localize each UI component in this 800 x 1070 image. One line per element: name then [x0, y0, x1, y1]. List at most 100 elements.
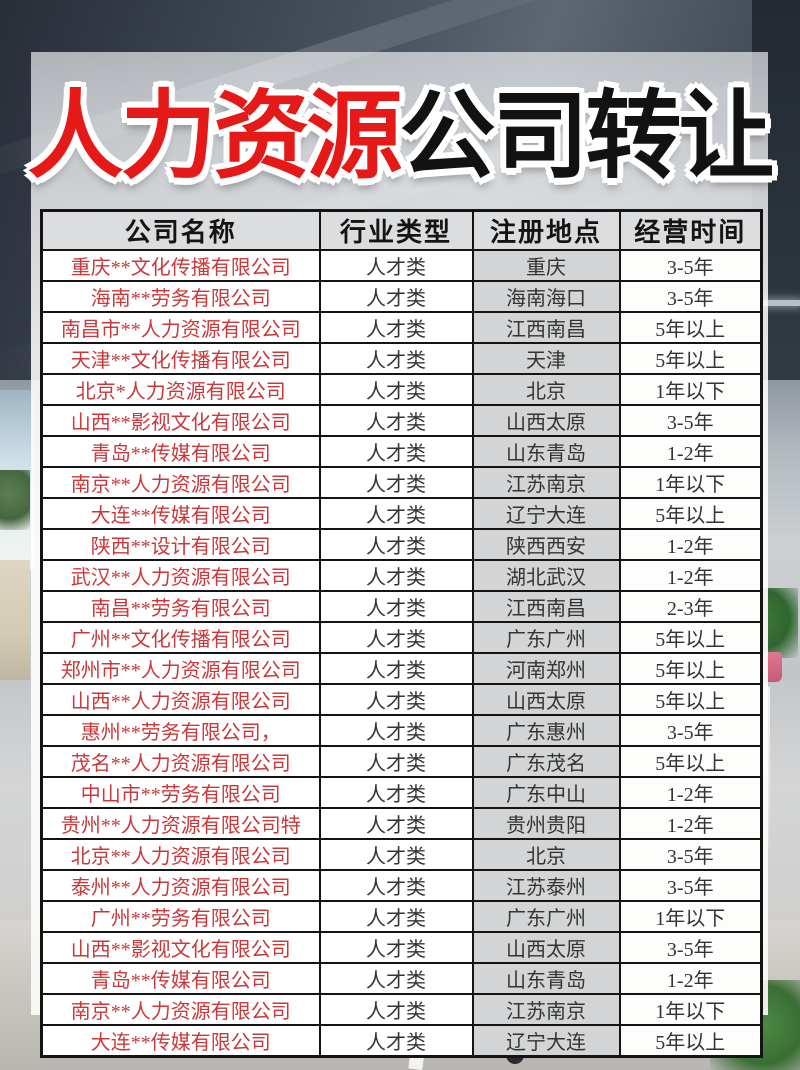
cell-company-name: 南京**人力资源有限公司 [40, 466, 321, 499]
cell-company-name: 中山市**劳务有限公司 [40, 776, 321, 809]
table-row: 南京**人力资源有限公司 人才类 江苏南京 1年以下 [40, 993, 763, 1026]
cell-industry-type: 人才类 [318, 559, 474, 592]
cabinet-shape [0, 560, 30, 680]
cell-industry-type: 人才类 [318, 652, 474, 685]
cell-company-name: 青岛**传媒有限公司 [40, 435, 321, 468]
table-row: 南京**人力资源有限公司 人才类 江苏南京 1年以下 [40, 466, 763, 499]
table-row: 青岛**传媒有限公司 人才类 山东青岛 1-2年 [40, 962, 763, 995]
cell-industry-type: 人才类 [318, 683, 474, 716]
cell-industry-type: 人才类 [318, 931, 474, 964]
table-row: 大连**传媒有限公司 人才类 辽宁大连 5年以上 [40, 497, 763, 530]
plant-decoration [0, 470, 30, 530]
cell-industry-type: 人才类 [318, 993, 474, 1026]
cell-duration: 5年以上 [618, 1024, 763, 1058]
cell-company-name: 山西**人力资源有限公司 [40, 683, 321, 716]
cell-duration: 3-5年 [618, 280, 763, 313]
cell-industry-type: 人才类 [318, 528, 474, 561]
cell-company-name: 广州**劳务有限公司 [40, 900, 321, 933]
cell-company-name: 重庆**文化传播有限公司 [40, 249, 321, 282]
cell-location: 江苏泰州 [471, 869, 621, 902]
table-row: 青岛**传媒有限公司 人才类 山东青岛 1-2年 [40, 435, 763, 468]
cell-company-name: 北京**人力资源有限公司 [40, 838, 321, 871]
cell-industry-type: 人才类 [318, 869, 474, 902]
cell-location: 江西南昌 [471, 311, 621, 344]
table-row: 惠州**劳务有限公司， 人才类 广东惠州 3-5年 [40, 714, 763, 747]
cell-duration: 5年以上 [618, 311, 763, 344]
cell-duration: 1年以下 [618, 993, 763, 1026]
table-row: 贵州**人力资源有限公司特 人才类 贵州贵阳 1-2年 [40, 807, 763, 840]
cell-company-name: 广州**文化传播有限公司 [40, 621, 321, 654]
table-row: 广州**文化传播有限公司 人才类 广东广州 5年以上 [40, 621, 763, 654]
cell-company-name: 陕西**设计有限公司 [40, 528, 321, 561]
table-row: 北京**人力资源有限公司 人才类 北京 3-5年 [40, 838, 763, 871]
cell-duration: 5年以上 [618, 621, 763, 654]
company-listing-table: 公司名称 行业类型 注册地点 经营时间 重庆**文化传播有限公司 人才类 重庆 3-5年 海南… [40, 209, 763, 1058]
table-row: 北京*人力资源有限公司 人才类 北京 1年以下 [40, 373, 763, 406]
cell-industry-type: 人才类 [318, 404, 474, 437]
cell-company-name: 青岛**传媒有限公司 [40, 962, 321, 995]
cell-company-name: 南京**人力资源有限公司 [40, 993, 321, 1026]
poster-panel: 人力资源 公司转让 公司名称 行业类型 注册地点 经营时间 重庆**文化传播有限公司 人才… [28, 52, 775, 1058]
column-header: 注册地点 [471, 209, 621, 251]
table-row: 中山市**劳务有限公司 人才类 广东中山 1-2年 [40, 776, 763, 809]
cell-industry-type: 人才类 [318, 373, 474, 406]
cell-location: 山西太原 [471, 683, 621, 716]
table-row: 陕西**设计有限公司 人才类 陕西西安 1-2年 [40, 528, 763, 561]
cell-industry-type: 人才类 [318, 776, 474, 809]
cell-duration: 5年以上 [618, 342, 763, 375]
cell-location: 河南郑州 [471, 652, 621, 685]
cell-company-name: 北京*人力资源有限公司 [40, 373, 321, 406]
cell-location: 海南海口 [471, 280, 621, 313]
table-row: 海南**劳务有限公司 人才类 海南海口 3-5年 [40, 280, 763, 313]
cell-industry-type: 人才类 [318, 435, 474, 468]
table-row: 南昌**劳务有限公司 人才类 江西南昌 2-3年 [40, 590, 763, 623]
cell-industry-type: 人才类 [318, 466, 474, 499]
table-row: 天津**文化传播有限公司 人才类 天津 5年以上 [40, 342, 763, 375]
cell-duration: 1-2年 [618, 962, 763, 995]
cell-duration: 5年以上 [618, 683, 763, 716]
cell-industry-type: 人才类 [318, 590, 474, 623]
table-row: 泰州**人力资源有限公司 人才类 江苏泰州 3-5年 [40, 869, 763, 902]
cell-industry-type: 人才类 [318, 900, 474, 933]
cell-industry-type: 人才类 [318, 838, 474, 871]
cell-location: 辽宁大连 [471, 1024, 621, 1058]
cell-industry-type: 人才类 [318, 962, 474, 995]
cell-location: 广东惠州 [471, 714, 621, 747]
cell-company-name: 大连**传媒有限公司 [40, 1024, 321, 1058]
cell-company-name: 郑州市**人力资源有限公司 [40, 652, 321, 685]
cell-duration: 3-5年 [618, 404, 763, 437]
cell-company-name: 南昌**劳务有限公司 [40, 590, 321, 623]
cell-company-name: 泰州**人力资源有限公司 [40, 869, 321, 902]
cell-industry-type: 人才类 [318, 621, 474, 654]
cell-industry-type: 人才类 [318, 745, 474, 778]
cell-location: 北京 [471, 838, 621, 871]
table-row: 茂名**人力资源有限公司 人才类 广东茂名 5年以上 [40, 745, 763, 778]
cell-duration: 2-3年 [618, 590, 763, 623]
cell-company-name: 茂名**人力资源有限公司 [40, 745, 321, 778]
cell-location: 山西太原 [471, 404, 621, 437]
cell-location: 辽宁大连 [471, 497, 621, 530]
cell-industry-type: 人才类 [318, 497, 474, 530]
table-row: 广州**劳务有限公司 人才类 广东广州 1年以下 [40, 900, 763, 933]
cell-duration: 5年以上 [618, 497, 763, 530]
column-header: 公司名称 [40, 209, 321, 251]
cell-duration: 1年以下 [618, 466, 763, 499]
cell-location: 重庆 [471, 249, 621, 282]
cell-industry-type: 人才类 [318, 714, 474, 747]
table-row: 重庆**文化传播有限公司 人才类 重庆 3-5年 [40, 249, 763, 282]
cell-duration: 3-5年 [618, 714, 763, 747]
cell-company-name: 惠州**劳务有限公司， [40, 714, 321, 747]
cell-company-name: 海南**劳务有限公司 [40, 280, 321, 313]
cell-location: 广东广州 [471, 900, 621, 933]
cell-duration: 3-5年 [618, 838, 763, 871]
company-table-body: 重庆**文化传播有限公司 人才类 重庆 3-5年 海南**劳务有限公司 人才类 海南海口 3-… [40, 249, 763, 1058]
cell-location: 湖北武汉 [471, 559, 621, 592]
table-row: 武汉**人力资源有限公司 人才类 湖北武汉 1-2年 [40, 559, 763, 592]
table-row: 大连**传媒有限公司 人才类 辽宁大连 5年以上 [40, 1024, 763, 1058]
cell-location: 北京 [471, 373, 621, 406]
cell-company-name: 南昌市**人力资源有限公司 [40, 311, 321, 344]
page-title: 人力资源 公司转让 [28, 72, 775, 202]
cell-location: 山东青岛 [471, 435, 621, 468]
cell-duration: 1-2年 [618, 528, 763, 561]
cell-duration: 5年以上 [618, 745, 763, 778]
